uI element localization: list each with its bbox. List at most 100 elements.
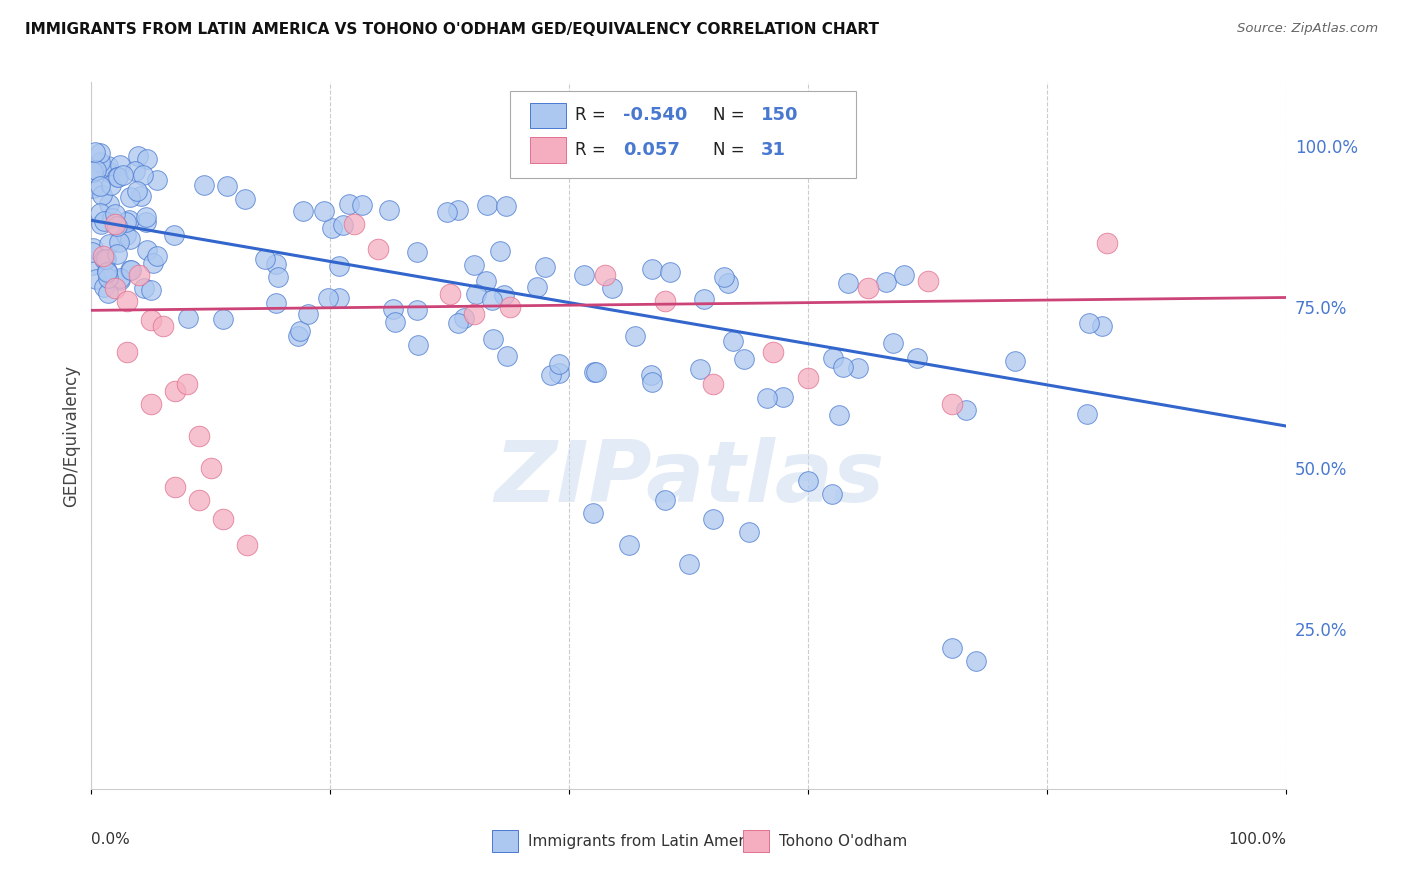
Text: R =: R = — [575, 141, 612, 159]
Point — [267, 269, 290, 284]
Point — [1097, 235, 1119, 250]
Point — [152, 319, 174, 334]
Point — [702, 377, 724, 392]
Point — [733, 352, 755, 367]
Point — [82, 240, 104, 254]
Point — [111, 168, 134, 182]
Point — [115, 345, 138, 359]
Text: 31: 31 — [761, 141, 786, 159]
Point — [585, 365, 607, 379]
Point — [384, 315, 406, 329]
Point — [297, 307, 319, 321]
Point — [856, 281, 880, 295]
Point — [328, 291, 350, 305]
Point — [464, 287, 486, 301]
FancyBboxPatch shape — [492, 830, 517, 852]
Point — [328, 259, 350, 273]
Point — [131, 168, 153, 182]
Point — [572, 268, 595, 282]
Point — [526, 279, 548, 293]
Point — [146, 249, 169, 263]
Point — [593, 268, 616, 282]
Point — [100, 165, 122, 179]
Point — [118, 190, 141, 204]
Point — [253, 252, 276, 266]
Point — [118, 212, 141, 227]
Point — [713, 270, 735, 285]
Text: 0.0%: 0.0% — [91, 832, 131, 847]
FancyBboxPatch shape — [509, 91, 856, 178]
Point — [105, 246, 128, 260]
Text: Source: ZipAtlas.com: Source: ZipAtlas.com — [1237, 22, 1378, 36]
Point — [120, 262, 142, 277]
Point — [343, 217, 366, 231]
Point — [547, 357, 569, 371]
Point — [83, 145, 105, 159]
Point — [640, 261, 662, 276]
Point — [641, 375, 664, 389]
Point — [350, 198, 373, 212]
Point — [381, 301, 404, 316]
Point — [104, 281, 127, 295]
Point — [84, 163, 107, 178]
Point — [893, 268, 915, 282]
Point — [447, 316, 470, 330]
Point — [378, 202, 401, 217]
Point — [292, 203, 315, 218]
Point — [212, 311, 235, 326]
Point — [264, 257, 287, 271]
Point — [97, 285, 120, 300]
Point — [100, 211, 122, 226]
Text: 100.0%: 100.0% — [1229, 832, 1286, 847]
Point — [104, 217, 127, 231]
Point — [548, 367, 571, 381]
Point — [689, 362, 711, 376]
Point — [93, 249, 114, 263]
Point — [337, 197, 360, 211]
Point — [828, 408, 851, 422]
Point — [489, 244, 512, 258]
Point — [235, 538, 259, 552]
Text: -0.540: -0.540 — [623, 106, 688, 124]
Point — [105, 219, 128, 234]
Point — [481, 333, 503, 347]
Point — [105, 169, 128, 184]
Point — [492, 287, 515, 301]
Point — [108, 271, 131, 285]
Point — [89, 206, 111, 220]
Point — [93, 279, 115, 293]
Point — [82, 165, 104, 179]
Point — [146, 172, 169, 186]
Point — [797, 371, 820, 385]
Point — [163, 480, 186, 494]
Point — [439, 287, 461, 301]
Point — [1076, 407, 1098, 421]
Text: N =: N = — [713, 141, 749, 159]
Point — [447, 202, 470, 217]
Point — [264, 295, 287, 310]
Point — [120, 263, 142, 277]
FancyBboxPatch shape — [742, 830, 769, 852]
Point — [125, 184, 148, 198]
Point — [846, 360, 869, 375]
Point — [82, 164, 104, 178]
Point — [436, 205, 458, 219]
Point — [475, 274, 498, 288]
Point — [115, 215, 138, 229]
Point — [135, 215, 157, 229]
Point — [717, 276, 740, 290]
Point — [658, 265, 681, 279]
Point — [107, 169, 129, 184]
Point — [200, 461, 222, 475]
Point — [141, 313, 162, 327]
Point — [108, 235, 131, 249]
Point — [215, 178, 238, 193]
Point — [955, 403, 977, 417]
Point — [89, 155, 111, 169]
Point — [96, 164, 118, 178]
Point — [177, 310, 200, 325]
Point — [129, 189, 152, 203]
Point — [882, 335, 904, 350]
Y-axis label: GED/Equivalency: GED/Equivalency — [62, 365, 80, 507]
Point — [211, 512, 233, 526]
